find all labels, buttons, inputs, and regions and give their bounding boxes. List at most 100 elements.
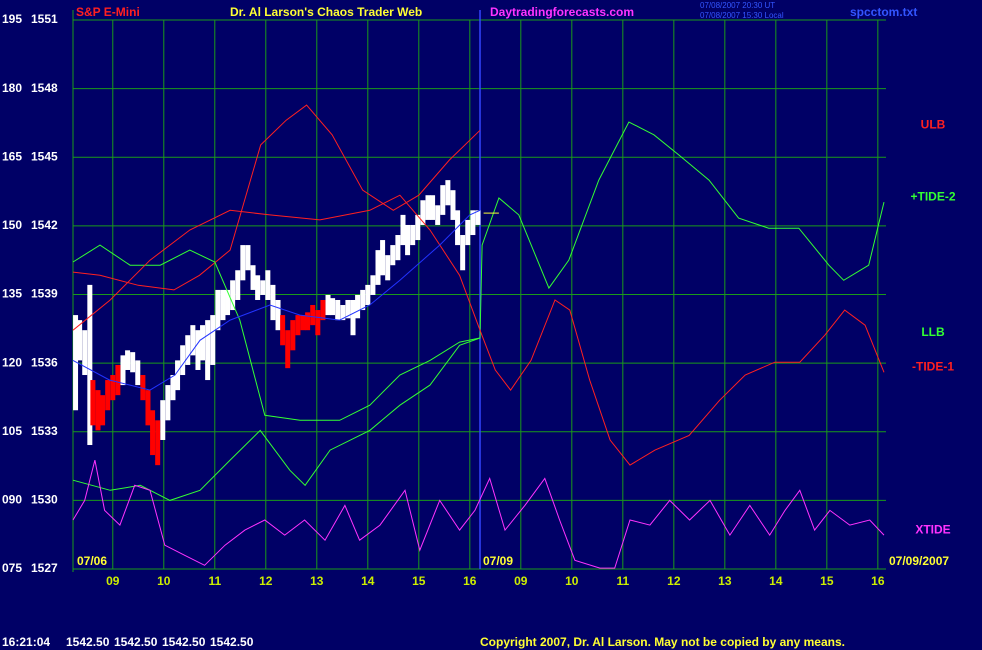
y2-tick-label: 1539: [31, 287, 58, 301]
x-tick-label: 10: [565, 574, 579, 588]
price-bar: [315, 310, 321, 336]
price-bar: [360, 289, 366, 311]
price-bar: [230, 280, 236, 311]
price-bar: [355, 294, 361, 319]
price-bar: [350, 299, 356, 336]
status-price: 1542.50: [210, 635, 254, 649]
price-bar: [100, 395, 106, 426]
price-bar: [320, 299, 326, 321]
series-line: [72, 121, 885, 421]
x-tick-label: 16: [463, 574, 477, 588]
price-bar: [73, 315, 79, 411]
price-bar: [395, 235, 401, 261]
y2-tick-label: 1551: [31, 12, 58, 26]
price-bar: [155, 420, 161, 466]
x-tick-label: 16: [871, 574, 885, 588]
legend-label: ULB: [921, 117, 946, 131]
price-bar: [370, 275, 376, 295]
price-bar: [255, 275, 261, 300]
y2-tick-label: 1527: [31, 561, 58, 575]
price-bar: [145, 390, 151, 426]
price-bar: [285, 330, 291, 369]
price-bar: [205, 320, 211, 381]
chart-title: Dr. Al Larson's Chaos Trader Web: [230, 5, 422, 19]
y2-tick-label: 1530: [31, 493, 58, 507]
price-bar: [380, 240, 386, 276]
x-tick-label: 11: [208, 574, 221, 588]
y-tick-label: 195: [2, 12, 22, 26]
y2-tick-label: 1533: [31, 424, 58, 438]
price-bar: [115, 364, 121, 396]
price-bar: [270, 284, 276, 321]
y2-tick-label: 1542: [31, 218, 58, 232]
price-bar: [165, 385, 171, 421]
price-bar: [365, 284, 371, 306]
price-bar: [87, 284, 93, 446]
price-bar: [330, 298, 336, 316]
series-line: [72, 104, 481, 291]
x-tick-label: 14: [361, 574, 375, 588]
x-tick-label: 12: [667, 574, 681, 588]
price-bar: [325, 294, 331, 316]
price-bar: [470, 210, 476, 236]
price-bar: [440, 185, 446, 215]
y-tick-label: 135: [2, 287, 22, 301]
timestamp: 07/08/2007 15:30 Local: [700, 11, 784, 20]
price-bar: [405, 224, 411, 256]
legend-label: +TIDE-2: [910, 189, 955, 203]
x-tick-label: 15: [412, 574, 426, 588]
price-bar: [290, 320, 296, 351]
status-time: 16:21:04: [2, 635, 50, 649]
x-tick-label: 10: [157, 574, 171, 588]
price-bar: [175, 360, 181, 391]
price-bar: [180, 345, 186, 376]
price-bar: [385, 255, 391, 281]
date-label: 07/09: [483, 554, 513, 568]
y-tick-label: 120: [2, 355, 22, 369]
price-bar: [275, 299, 281, 331]
price-bar: [215, 289, 221, 331]
x-tick-label: 13: [718, 574, 732, 588]
instrument: S&P E-Mini: [76, 5, 140, 19]
price-bar: [435, 205, 441, 225]
x-tick-label: 15: [820, 574, 834, 588]
y-tick-label: 180: [2, 81, 22, 95]
price-bar: [250, 265, 256, 290]
price-bar: [170, 375, 176, 401]
price-bar: [450, 190, 456, 220]
price-bar: [150, 410, 156, 456]
price-bar: [120, 355, 126, 386]
timestamp: 07/08/2007 20:30 UT: [700, 1, 775, 10]
price-bar: [410, 224, 416, 246]
legend-label: LLB: [921, 325, 945, 339]
price-bar: [375, 250, 381, 285]
x-tick-label: 11: [616, 574, 629, 588]
price-bar: [420, 200, 426, 225]
legend-label: -TIDE-1: [912, 359, 954, 373]
price-bar: [390, 245, 396, 266]
date-label: 07/09/2007: [889, 554, 949, 568]
price-bar: [280, 315, 286, 346]
price-bar: [77, 320, 83, 361]
x-tick-label: 09: [514, 574, 528, 588]
price-bar: [335, 299, 341, 321]
copyright: Copyright 2007, Dr. Al Larson. May not b…: [480, 635, 845, 649]
y-tick-label: 075: [2, 561, 22, 575]
y2-tick-label: 1548: [31, 81, 58, 95]
price-bar: [160, 400, 166, 440]
price-bar: [210, 315, 216, 365]
price-bar: [125, 350, 131, 370]
price-bar: [95, 390, 101, 431]
series-line: [72, 194, 885, 466]
price-bar: [130, 352, 136, 373]
price-bar: [415, 214, 421, 241]
price-bar: [460, 235, 466, 271]
price-bar: [135, 360, 141, 386]
x-tick-label: 13: [310, 574, 324, 588]
y-tick-label: 150: [2, 218, 22, 232]
y2-tick-label: 1536: [31, 355, 58, 369]
x-tick-label: 12: [259, 574, 273, 588]
price-bar: [265, 270, 271, 300]
